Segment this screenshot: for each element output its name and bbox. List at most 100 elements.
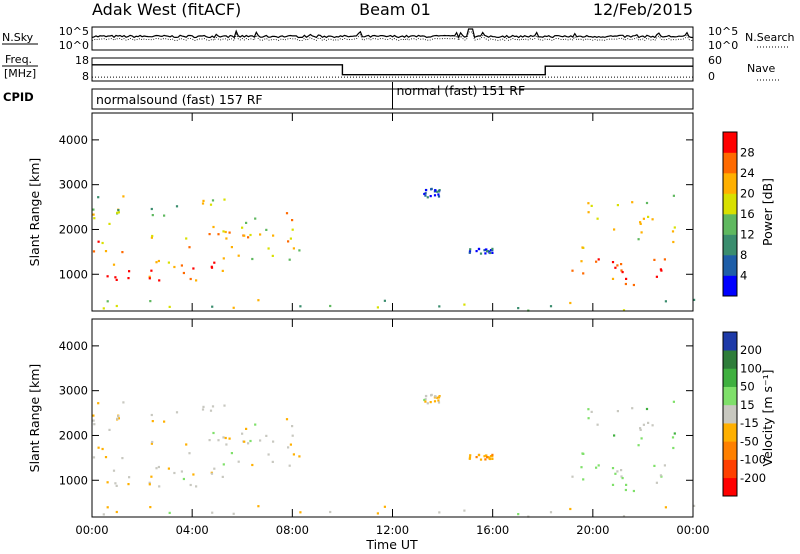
power-point: [232, 306, 235, 309]
velocity-colorbar-swatch: [723, 404, 737, 424]
power-point: [622, 309, 626, 312]
nave-tick-bottom: 0: [708, 70, 715, 83]
power-point: [437, 195, 441, 198]
station-title: Adak West (fitACF): [92, 0, 241, 19]
velocity-point: [463, 509, 466, 512]
power-point: [298, 249, 301, 252]
power-point: [149, 300, 152, 303]
power-point: [595, 260, 598, 263]
velocity-point: [223, 404, 226, 407]
power-point: [693, 298, 696, 301]
velocity-colorbar-swatch: [723, 423, 737, 442]
velocity-point: [581, 452, 584, 455]
velocity-point: [108, 428, 111, 431]
ytick-label: 1000: [59, 473, 88, 487]
velocity-point: [243, 440, 246, 443]
velocity-point: [257, 505, 260, 508]
power-point: [201, 202, 205, 205]
velocity-ylabel: Slant Range [km]: [27, 364, 42, 473]
velocity-point: [436, 396, 439, 399]
power-point: [116, 211, 119, 214]
power-point: [637, 238, 640, 241]
power-point: [621, 271, 624, 274]
power-point: [383, 299, 386, 302]
velocity-point: [104, 456, 108, 459]
power-colorbar-swatch: [723, 234, 737, 256]
velocity-point: [217, 439, 220, 442]
power-colorbar-frame: [722, 131, 738, 297]
velocity-point: [288, 464, 291, 467]
nsearch-label: N.Search: [745, 31, 795, 44]
power-colorbar-tick-label: 28: [740, 146, 755, 160]
power-point: [117, 211, 120, 214]
ytick-label: 4000: [59, 339, 88, 353]
power-scatter: [92, 187, 696, 312]
velocity-point: [265, 434, 268, 437]
power-point: [655, 275, 658, 278]
velocity-point: [127, 483, 130, 486]
power-point: [222, 257, 225, 260]
velocity-point: [116, 417, 119, 420]
power-point: [212, 225, 215, 229]
velocity-point: [587, 408, 590, 411]
power-colorbar-tick-label: 24: [740, 166, 755, 180]
power-point: [437, 193, 440, 196]
power-point: [213, 261, 216, 264]
power-point: [288, 258, 291, 261]
velocity-colorbar-swatch: [723, 477, 737, 497]
power-point: [437, 190, 440, 193]
power-point: [259, 233, 262, 236]
velocity-point: [173, 471, 176, 475]
velocity-point: [477, 454, 481, 457]
velocity-point: [112, 469, 116, 472]
freq-tick-bottom: 8: [82, 70, 89, 83]
power-point: [245, 221, 248, 224]
power-point: [639, 222, 642, 225]
velocity-point: [659, 474, 662, 477]
power-point: [168, 305, 171, 308]
xtick-label: 16:00: [476, 523, 509, 537]
velocity-point: [211, 405, 215, 408]
power-point: [292, 247, 295, 250]
power-point: [291, 219, 294, 222]
power-point: [157, 259, 160, 263]
power-yaxis: 4000 3000 2000 1000: [59, 133, 693, 281]
velocity-colorbar-tick-label: 15: [740, 398, 755, 412]
power-point: [653, 258, 656, 261]
velocity-point: [590, 410, 593, 413]
velocity-point: [224, 436, 227, 440]
power-point: [272, 234, 275, 237]
cpid-panel: CPID normalsound (fast) 157 RF normal (f…: [3, 82, 694, 110]
power-point: [491, 251, 494, 254]
velocity-point: [673, 432, 676, 435]
velocity-point: [423, 398, 426, 402]
power-point: [486, 250, 489, 253]
velocity-point: [517, 513, 520, 516]
velocity-point: [97, 446, 100, 449]
velocity-point: [180, 470, 183, 473]
velocity-point: [212, 431, 215, 435]
velocity-point: [192, 473, 195, 476]
velocity-point: [222, 463, 225, 466]
velocity-point: [639, 428, 642, 431]
velocity-point: [254, 423, 257, 426]
nsearch-series-line: [91, 31, 694, 42]
velocity-point: [188, 452, 191, 455]
power-point: [616, 264, 619, 267]
velocity-point: [299, 511, 302, 514]
velocity-point: [611, 467, 615, 470]
velocity-point: [486, 456, 489, 459]
xtick-label: 00:00: [75, 523, 108, 537]
velocity-point: [298, 455, 301, 458]
velocity-point: [151, 440, 154, 444]
power-point: [664, 300, 667, 303]
power-point: [640, 231, 643, 234]
power-point: [477, 248, 481, 251]
power-point: [425, 189, 428, 192]
velocity-colorbar-tick-label: -15: [740, 416, 759, 430]
date-title: 12/Feb/2015: [593, 0, 693, 19]
velocity-point: [232, 512, 235, 515]
nsky-series-line: [91, 28, 694, 39]
power-point: [489, 249, 493, 252]
power-point: [106, 300, 109, 303]
